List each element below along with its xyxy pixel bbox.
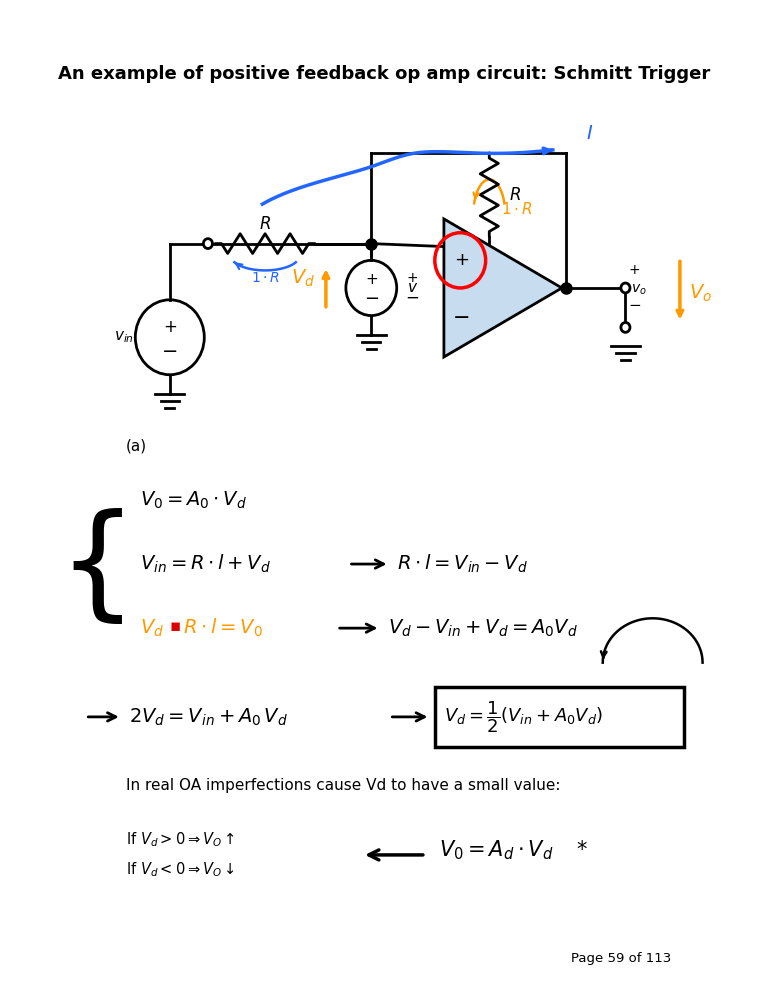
Text: If $V_d > 0 \Rightarrow V_O\uparrow$: If $V_d > 0 \Rightarrow V_O\uparrow$ bbox=[126, 831, 235, 850]
Text: $v_o$: $v_o$ bbox=[631, 282, 647, 297]
Text: If $V_d < 0 \Rightarrow V_O\downarrow$: If $V_d < 0 \Rightarrow V_O\downarrow$ bbox=[126, 861, 235, 879]
Circle shape bbox=[621, 322, 630, 332]
Text: +: + bbox=[455, 251, 469, 269]
Text: $V_d$: $V_d$ bbox=[140, 617, 164, 639]
Text: $1 \cdot R$: $1 \cdot R$ bbox=[250, 271, 280, 285]
Text: (a): (a) bbox=[126, 438, 147, 453]
Circle shape bbox=[204, 239, 213, 248]
Text: $V_d - V_{in} + V_d = A_0 V_d$: $V_d - V_{in} + V_d = A_0 V_d$ bbox=[388, 617, 578, 639]
Text: $1 \cdot R$: $1 \cdot R$ bbox=[501, 201, 532, 217]
Text: +: + bbox=[629, 263, 641, 277]
Text: An example of positive feedback op amp circuit: Schmitt Trigger: An example of positive feedback op amp c… bbox=[58, 65, 710, 83]
Text: Page 59 of 113: Page 59 of 113 bbox=[571, 952, 670, 965]
Text: In real OA imperfections cause Vd to have a small value:: In real OA imperfections cause Vd to hav… bbox=[126, 778, 561, 793]
Text: −: − bbox=[628, 298, 641, 313]
Text: −: − bbox=[364, 290, 379, 308]
Polygon shape bbox=[444, 219, 562, 357]
Text: $R \cdot l = V_{in} - V_d$: $R \cdot l = V_{in} - V_d$ bbox=[397, 553, 528, 576]
Text: $v_{in}$: $v_{in}$ bbox=[114, 329, 134, 345]
Text: +: + bbox=[365, 271, 378, 286]
Text: −: − bbox=[453, 307, 471, 328]
Text: {: { bbox=[58, 509, 137, 629]
Text: +: + bbox=[406, 271, 418, 285]
Text: $V_o$: $V_o$ bbox=[689, 282, 712, 303]
Text: $R \cdot l = V_0$: $R \cdot l = V_0$ bbox=[183, 617, 263, 639]
Text: R: R bbox=[260, 215, 271, 233]
Text: $V_d$: $V_d$ bbox=[291, 267, 315, 288]
Text: $I$: $I$ bbox=[585, 123, 593, 143]
Text: −: − bbox=[406, 289, 419, 307]
Text: $V_0 = A_d \cdot V_d \quad *$: $V_0 = A_d \cdot V_d \quad *$ bbox=[439, 838, 588, 862]
Text: $V_0 = A_0 \cdot V_d$: $V_0 = A_0 \cdot V_d$ bbox=[140, 489, 247, 511]
Text: −: − bbox=[161, 342, 178, 361]
Text: R: R bbox=[509, 186, 521, 204]
Circle shape bbox=[621, 283, 630, 293]
Text: v: v bbox=[408, 280, 416, 295]
Text: $2 V_d = V_{in} + A_0 \, V_d$: $2 V_d = V_{in} + A_0 \, V_d$ bbox=[129, 706, 288, 728]
Text: $V_{in} = R \cdot l + V_d$: $V_{in} = R \cdot l + V_d$ bbox=[140, 553, 271, 576]
Text: $V_d = \dfrac{1}{2}\left(V_{in} + A_0 V_d\right)$: $V_d = \dfrac{1}{2}\left(V_{in} + A_0 V_… bbox=[444, 699, 603, 735]
Text: ▪: ▪ bbox=[170, 617, 181, 635]
Text: +: + bbox=[163, 318, 177, 336]
